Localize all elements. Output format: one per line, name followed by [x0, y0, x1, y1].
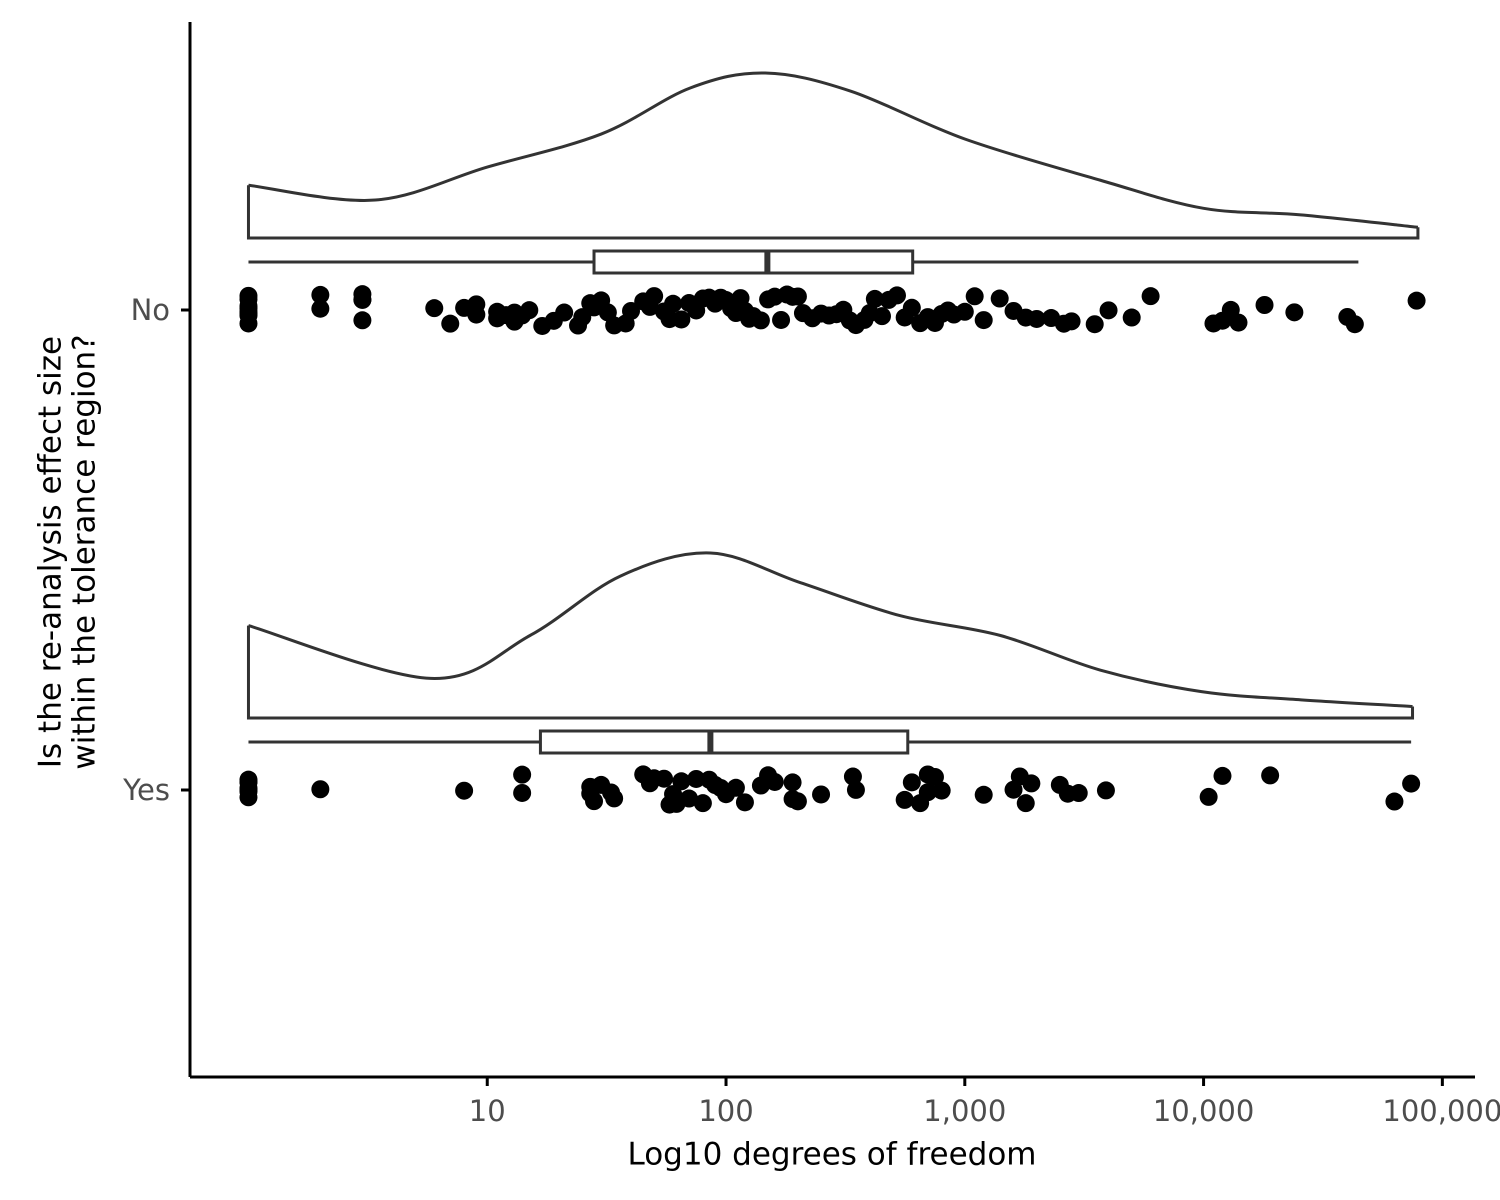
density-base [246, 625, 1415, 720]
point [513, 783, 532, 802]
point [455, 781, 474, 800]
x-tick-label: 100,000 [1382, 1094, 1500, 1128]
point [239, 306, 258, 325]
point [655, 769, 674, 788]
x-tick-label: 100 [698, 1094, 753, 1128]
y-axis-title: Is the re-analysis effect size [33, 336, 69, 768]
point [1199, 787, 1218, 806]
point [751, 311, 770, 330]
point [932, 781, 951, 800]
point [1141, 287, 1160, 306]
point [664, 294, 683, 313]
point [239, 780, 258, 799]
point [735, 793, 754, 812]
point [353, 290, 372, 309]
point [520, 301, 539, 320]
point [1062, 312, 1081, 331]
point [311, 299, 330, 318]
density-curve [248, 71, 1419, 229]
point [622, 301, 641, 320]
point [441, 314, 460, 333]
density-curve [248, 551, 1413, 708]
point [1285, 303, 1304, 322]
box [592, 249, 915, 275]
point [1027, 309, 1046, 328]
point [918, 783, 937, 802]
point [1085, 315, 1104, 334]
point [467, 295, 486, 314]
point [772, 310, 791, 329]
point [693, 794, 712, 813]
point [895, 790, 914, 809]
point [1213, 766, 1232, 785]
point [846, 780, 865, 799]
point [680, 789, 699, 808]
point [513, 765, 532, 784]
y-tick-label: Yes [122, 773, 170, 807]
point [1229, 313, 1248, 332]
point [1402, 774, 1421, 793]
point [902, 773, 921, 792]
point [1069, 784, 1088, 803]
point [645, 287, 664, 306]
point [311, 780, 330, 799]
point [990, 289, 1009, 308]
point [585, 792, 604, 811]
point [925, 767, 944, 786]
point [726, 778, 745, 797]
point [687, 769, 706, 788]
x-tick-label: 1,000 [923, 1094, 1006, 1128]
point [974, 785, 993, 804]
y-tick-label: No [131, 293, 170, 327]
box [538, 729, 910, 755]
point [672, 772, 691, 791]
point [1099, 301, 1118, 320]
point [965, 287, 984, 306]
point [1022, 774, 1041, 793]
point [872, 307, 891, 326]
point [425, 299, 444, 318]
point [1345, 315, 1364, 334]
point [788, 792, 807, 811]
point [812, 785, 831, 804]
density-base [246, 185, 1420, 240]
point [555, 303, 574, 322]
point [765, 772, 784, 791]
point [843, 767, 862, 786]
point [1122, 308, 1141, 327]
point [1261, 766, 1280, 785]
point [974, 311, 993, 330]
point [1096, 781, 1115, 800]
point [783, 773, 802, 792]
point [1016, 794, 1035, 813]
point [239, 290, 258, 309]
point [311, 285, 330, 304]
point [605, 789, 624, 808]
x-tick-label: 10,000 [1153, 1094, 1254, 1128]
point [1385, 792, 1404, 811]
x-axis-title: Log10 degrees of freedom [627, 1137, 1036, 1173]
point [902, 298, 921, 317]
point [353, 311, 372, 330]
point [865, 289, 884, 308]
point [887, 286, 906, 305]
point [788, 287, 807, 306]
point [955, 302, 974, 321]
point [1255, 295, 1274, 314]
point [672, 310, 691, 329]
y-axis-title: within the tolerance region? [67, 334, 103, 769]
point [1407, 291, 1426, 310]
x-tick-label: 10 [469, 1094, 506, 1128]
